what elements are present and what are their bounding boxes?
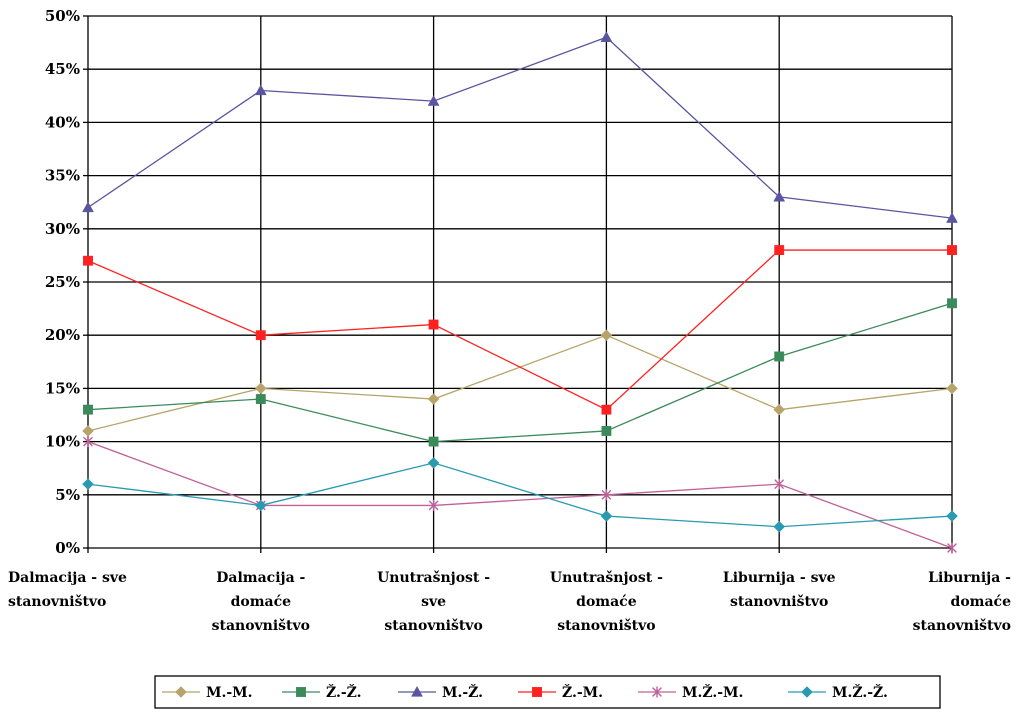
series-line (87, 302, 953, 443)
data-point (254, 499, 267, 512)
x-tick-label: Liburnija - sve stanovništvo (723, 570, 836, 610)
data-point (774, 351, 785, 362)
series-line (87, 334, 953, 432)
y-axis-ticks: 0% 5% 10% 15% 20% 25% 30% 35% 40% 45% 50% (45, 7, 88, 557)
series-6 (82, 457, 958, 533)
x-tick-label: Unutrašnjost -domaće stanovništvo (550, 570, 663, 634)
data-point (773, 520, 786, 533)
x-tick-label: Liburnija -domaće stanovništvo (913, 570, 1012, 634)
data-point (946, 510, 958, 522)
data-point (601, 489, 612, 501)
data-point (255, 330, 266, 341)
series-3 (82, 31, 958, 223)
data-point (947, 245, 957, 256)
series-line (87, 462, 953, 528)
y-tick-label: 15% (45, 379, 80, 397)
data-point (428, 319, 439, 330)
legend-label: Ž.-M. (562, 683, 603, 701)
y-tick-label: 45% (45, 60, 80, 78)
data-point (83, 436, 93, 448)
data-point (254, 382, 267, 395)
data-point (947, 298, 957, 309)
data-point (427, 393, 440, 405)
data-point (83, 255, 93, 266)
data-point (600, 31, 613, 42)
data-point (600, 510, 613, 522)
legend-label: M.-M. (206, 685, 253, 701)
series-line (87, 440, 953, 549)
legend-item: M.Ž.-Ž. (788, 683, 888, 701)
series-line (87, 249, 952, 411)
legend-item: M.Ž.-M. (638, 683, 743, 701)
series-line (87, 36, 953, 219)
y-tick-label: 5% (55, 486, 80, 504)
data-point (82, 201, 94, 213)
legend-label: M.Ž.-Ž. (832, 683, 888, 701)
data-point (947, 542, 957, 554)
data-point (773, 403, 786, 416)
legend-label: M.-Ž. (442, 683, 483, 701)
series-1 (82, 329, 958, 437)
data-point (600, 329, 613, 342)
x-tick-label: Dalmacija - sve stanovništvo (8, 570, 127, 610)
legend-item: M.-M. (162, 685, 253, 701)
data-point (601, 404, 612, 415)
x-tick-label: Dalmacija -domaće stanovništvo (212, 570, 310, 634)
data-point (428, 499, 439, 511)
data-point (427, 457, 440, 469)
y-tick-label: 35% (45, 167, 80, 185)
data-point (773, 190, 786, 202)
y-tick-label: 10% (45, 433, 80, 451)
y-tick-label: 0% (55, 539, 80, 557)
series-2 (83, 298, 957, 447)
x-axis-ticks: Dalmacija - sve stanovništvo Dalmacija -do… (8, 570, 1011, 634)
y-tick-label: 30% (45, 220, 80, 238)
data-point (82, 425, 94, 437)
legend-item: Ž.-Ž. (282, 683, 362, 701)
data-point (427, 95, 440, 106)
legend-item: Ž.-M. (518, 683, 603, 701)
y-tick-label: 20% (45, 326, 80, 344)
y-tick-label: 25% (45, 273, 80, 291)
data-point (774, 478, 785, 490)
legend-label: Ž.-Ž. (326, 683, 362, 701)
legend: M.-M. Ž.-Ž. M.-Ž. Ž.-M. M.Ž.-M. M.Ž.-Ž. (154, 675, 941, 709)
series-4 (83, 245, 957, 415)
data-point (83, 404, 93, 415)
gridlines (87, 15, 953, 553)
legend-label: M.Ž.-M. (682, 683, 743, 701)
x-tick-label: Unutrašnjost -sve stanovništvo (377, 570, 490, 634)
legend-item: M.-Ž. (398, 683, 483, 701)
series-group (82, 31, 958, 554)
data-point (428, 436, 439, 447)
data-point (946, 212, 958, 223)
data-point (82, 478, 94, 491)
data-point (946, 382, 958, 395)
y-tick-label: 40% (45, 113, 80, 131)
data-point (254, 84, 267, 96)
y-tick-label: 50% (45, 7, 80, 25)
data-point (774, 245, 785, 256)
data-point (255, 394, 266, 404)
data-point (601, 426, 612, 436)
